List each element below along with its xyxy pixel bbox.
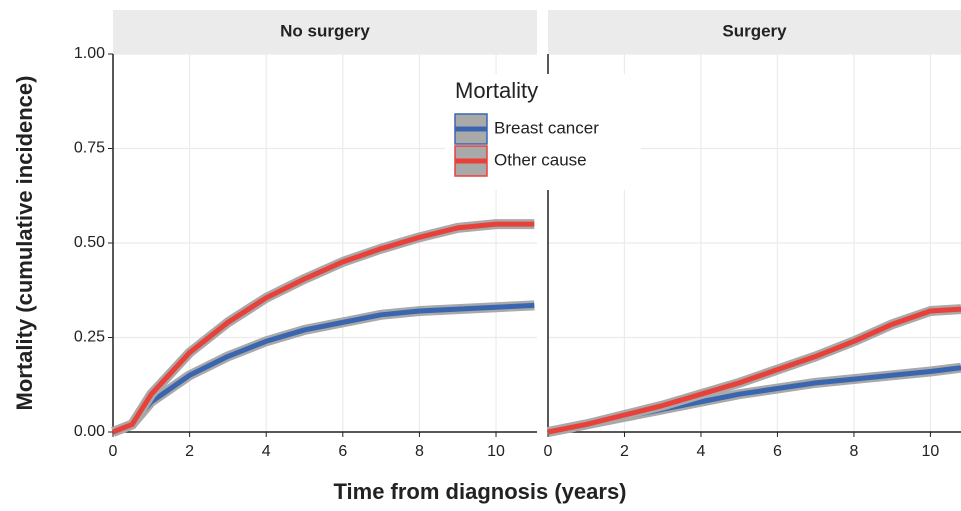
x-tick-label: 6 bbox=[773, 443, 782, 460]
series-line bbox=[547, 306, 961, 435]
x-tick-label: 8 bbox=[849, 443, 858, 460]
x-tick-label: 4 bbox=[697, 443, 706, 460]
y-tick-label: 0.50 bbox=[74, 234, 105, 251]
y-tick-label: 1.00 bbox=[74, 45, 105, 62]
x-tick-label: 2 bbox=[185, 443, 194, 460]
facet-strip bbox=[113, 10, 537, 54]
x-axis-title: Time from diagnosis (years) bbox=[333, 479, 626, 504]
facet-title: No surgery bbox=[280, 21, 370, 40]
y-tick-label: 0.75 bbox=[74, 140, 105, 157]
x-tick-label: 10 bbox=[922, 443, 940, 460]
y-axis-title: Mortality (cumulative incidence) bbox=[12, 76, 37, 411]
x-tick-label: 0 bbox=[544, 443, 553, 460]
x-tick-label: 0 bbox=[109, 443, 118, 460]
facet-strip bbox=[548, 10, 961, 54]
legend-title: Mortality bbox=[455, 78, 538, 103]
x-tick-label: 6 bbox=[338, 443, 347, 460]
x-tick-label: 4 bbox=[262, 443, 271, 460]
x-tick-label: 8 bbox=[415, 443, 424, 460]
y-tick-label: 0.25 bbox=[74, 329, 105, 346]
x-tick-label: 2 bbox=[620, 443, 629, 460]
facet-title: Surgery bbox=[722, 21, 787, 40]
legend-label: Other cause bbox=[494, 150, 587, 169]
series-line bbox=[112, 221, 535, 435]
x-tick-label: 10 bbox=[487, 443, 505, 460]
y-tick-label: 0.00 bbox=[74, 423, 105, 440]
legend-label: Breast cancer bbox=[494, 118, 599, 137]
